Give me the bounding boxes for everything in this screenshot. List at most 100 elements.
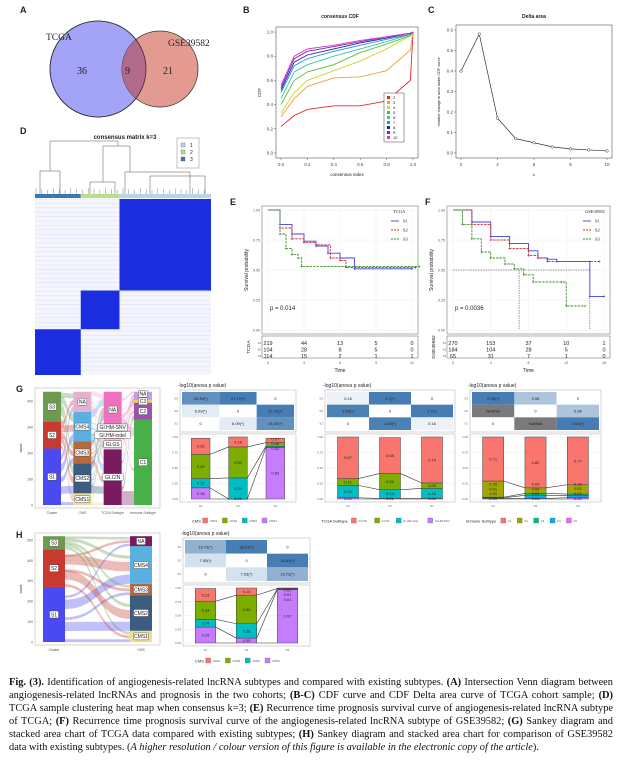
x-tick-label: 4 <box>490 361 492 365</box>
stack-connector <box>209 446 229 455</box>
bar-value-label: 0.52 <box>243 607 252 612</box>
bar-value-label: 0.16 <box>428 491 437 496</box>
sankey-flow <box>61 436 74 484</box>
sankey-flow <box>61 408 74 474</box>
heatmap-cell <box>182 404 220 418</box>
y-tick-label: 0.0 <box>267 151 274 156</box>
legend-label: 3 <box>190 157 193 163</box>
x-tick-label: 1.0 <box>410 162 417 167</box>
panel-letter-A: A <box>20 5 27 15</box>
heatmap-cell-value: 2.02(*) <box>487 396 500 401</box>
y-tick-label: 1.00 <box>438 209 445 213</box>
sankey-flow <box>65 540 130 557</box>
stack-connector <box>400 488 422 490</box>
sankey-flow <box>91 442 104 460</box>
y-tick-label: 0 <box>31 503 33 507</box>
heatmap-cell-value: 32.61(*) <box>280 558 295 563</box>
risk-count: 15 <box>301 354 307 360</box>
legend-swatch <box>395 517 402 524</box>
risk-table-label: GSE39582 <box>431 335 437 359</box>
heatmap-cell-value: 27.72(*) <box>231 396 246 401</box>
heatmap-cell <box>472 417 515 430</box>
y-tick-label: 100 <box>27 620 33 624</box>
caption-segment: Sankey diagram and stacked area chart of… <box>9 716 613 740</box>
legend-swatch <box>517 517 523 524</box>
heatmap-row-label: S2 <box>319 409 323 413</box>
legend-label: CMS2 <box>229 519 237 523</box>
survival-chart-F: 0.00 0.25 0.50 0.75 1.00 Survival probability… <box>429 205 611 374</box>
y-tick-label: 0.75 <box>438 239 445 243</box>
legend-swatch <box>387 121 390 124</box>
venn-label-tcga: TCGA <box>46 33 72 43</box>
consensus-block-1 <box>119 199 211 291</box>
heatmap-row-label: S3 <box>177 545 181 549</box>
x-tick-label: 3 <box>303 361 305 365</box>
sankey-flow <box>121 436 134 471</box>
risk-count: 28 <box>525 348 531 354</box>
heatmap-title: -log10(anova p value) <box>181 531 230 537</box>
y-axis-label: count <box>19 585 23 594</box>
sankey-node-label-box <box>74 495 91 503</box>
stack-connector <box>503 493 525 498</box>
censor-mark <box>536 256 540 260</box>
heatmap-cell-value: 0 <box>200 421 203 426</box>
cluster-annotation-1 <box>119 194 211 198</box>
risk-count: 7 <box>527 354 530 360</box>
y-tick-label: 0.5 <box>447 48 454 53</box>
sankey-node-label: CMS3 <box>134 587 148 593</box>
x-axis-label: Time <box>335 368 346 374</box>
caption-segment: Intersection Venn diagram between angiog… <box>9 677 613 701</box>
bar-value-label: 0.33 <box>202 608 211 613</box>
heatmap-title: -log10(anova p value) <box>468 383 517 389</box>
stack-connector <box>215 594 237 602</box>
survival-curve-S1 <box>453 209 604 297</box>
stack-connector <box>503 494 525 499</box>
x-axis-label: consensus index <box>330 172 364 177</box>
legend-label: C3 <box>541 519 545 523</box>
sankey-flow <box>121 446 134 488</box>
x-axis-label: k <box>533 173 535 177</box>
heatmap-row-label: S3 <box>464 396 468 400</box>
legend-title: TCGA <box>393 209 406 214</box>
survival-curve-S3 <box>268 209 420 267</box>
heatmap-cell <box>182 392 220 405</box>
bar-value-label: 0.34 <box>234 486 243 491</box>
y-tick-label: 300 <box>27 426 33 430</box>
x-tick-label: S1 <box>204 648 208 652</box>
heatmap-cell <box>327 404 369 418</box>
heatmap-row-label: S2 <box>174 409 178 413</box>
heatmap-cell-value: 0 <box>204 572 207 577</box>
x-tick-label: S2 <box>236 504 240 508</box>
sankey-flow <box>121 394 134 434</box>
heatmap-row-label: S1 <box>464 422 468 426</box>
delta-point <box>587 148 591 152</box>
censor-mark <box>314 243 318 246</box>
bar-value-label: 0.02 <box>574 486 583 491</box>
heatmap-cell <box>226 553 267 568</box>
sankey-node-label: GI.HM-SNV <box>99 425 126 431</box>
legend-label: CMS1 <box>210 519 218 523</box>
y-tick-label: 0.75 <box>175 600 181 604</box>
heatmap-cell <box>369 417 411 430</box>
sankey-axis-label: CMS <box>79 511 87 515</box>
y-tick-label: 0.50 <box>317 466 323 470</box>
heatmap-cell-value: 6.09(*) <box>195 409 208 414</box>
sankey-flow <box>91 401 104 433</box>
stacked-bar-segment-CMS1 <box>228 436 248 448</box>
x-tick-label: 12 <box>564 361 568 365</box>
heatmap-cell-value: 0 <box>286 544 289 549</box>
delta-point <box>532 141 536 145</box>
risk-row-label: S3 <box>443 354 447 358</box>
heatmap-cell-value: 0 <box>245 558 248 563</box>
caption-segment: Recurrence time prognosis survival curve… <box>9 703 614 727</box>
stacked-bar-segment-C1 <box>567 436 589 485</box>
sankey-node-label: C3 <box>140 399 147 405</box>
caption-segment: (D) <box>598 690 613 701</box>
consensus-block-2 <box>80 290 120 330</box>
sankey-flow <box>121 396 134 442</box>
bar-value-label: 0.77 <box>574 458 583 463</box>
y-axis-label: Survival probability <box>429 249 435 291</box>
cdf-chart: consensus CDF 0.0 0.2 0.4 0.6 0.8 1.0 0.0 0.2 0.4… <box>257 14 419 177</box>
legend-label: CMS3 <box>249 519 257 523</box>
y-tick-label: 0.6 <box>447 28 454 33</box>
